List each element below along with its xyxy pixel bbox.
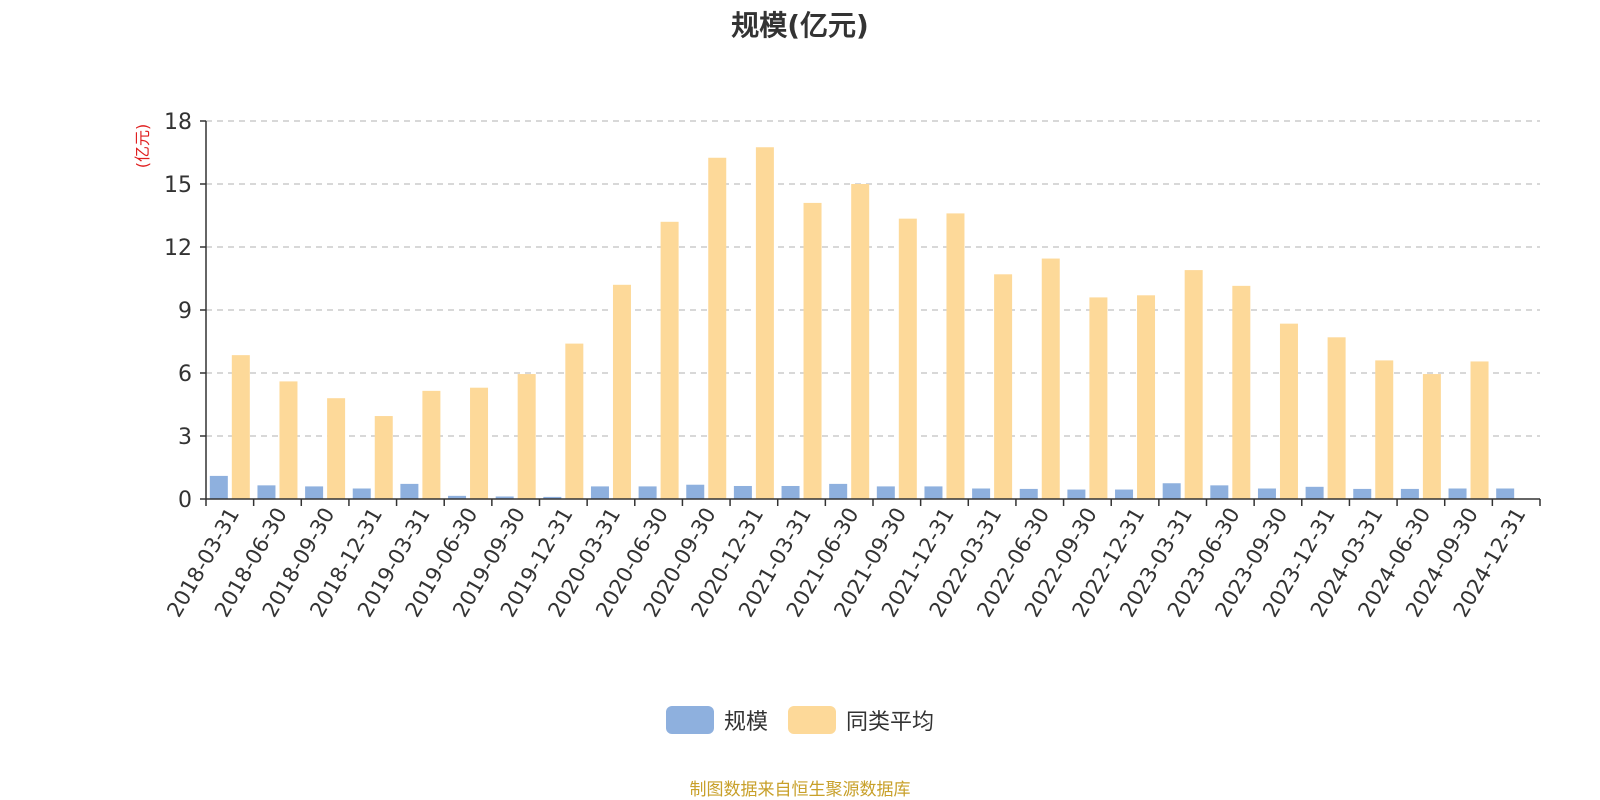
bar-scale: [400, 483, 419, 499]
bar-scale: [876, 486, 895, 499]
bar-scale: [686, 484, 705, 499]
y-tick-label: 15: [164, 173, 192, 198]
bar-peer-average: [517, 374, 536, 499]
bar-peer-average: [374, 416, 393, 499]
chart-title: 规模(亿元): [731, 9, 869, 42]
bar-peer-average: [1279, 323, 1298, 499]
bar-peer-average: [851, 184, 870, 499]
bar-scale: [448, 495, 467, 499]
bar-scale: [209, 475, 228, 499]
legend-label-peer-average: 同类平均: [846, 710, 935, 735]
bar-scale: [1353, 488, 1372, 499]
bar-scale: [1448, 488, 1467, 499]
bar-peer-average: [898, 218, 917, 499]
y-tick-label: 18: [164, 110, 192, 135]
legend-label-scale: 规模: [723, 710, 768, 735]
y-tick-label: 6: [178, 362, 192, 387]
bar-peer-average: [1422, 374, 1441, 499]
bar-peer-average: [231, 355, 250, 499]
bar-peer-average: [708, 157, 727, 499]
y-axis-label: (亿元): [133, 124, 152, 169]
bar-peer-average: [803, 202, 822, 499]
bar-peer-average: [1041, 258, 1060, 499]
source-note: 制图数据来自恒生聚源数据库: [689, 780, 911, 800]
bar-scale: [1067, 489, 1086, 499]
bar-scale: [1162, 483, 1181, 499]
bar-scale: [1210, 485, 1229, 499]
bars: [209, 147, 1515, 500]
bar-peer-average: [327, 398, 346, 499]
bar-peer-average: [1375, 360, 1394, 499]
bar-scale: [733, 485, 752, 499]
bar-scale: [1019, 488, 1038, 499]
bar-peer-average: [422, 390, 441, 499]
bar-scale: [781, 485, 800, 499]
bar-scale: [543, 496, 562, 499]
bar-scale: [924, 486, 943, 499]
bar-peer-average: [994, 274, 1013, 499]
bar-scale: [1496, 488, 1515, 499]
bar-chart: 03691215182018-03-312018-06-302018-09-30…: [133, 110, 1541, 621]
bar-scale: [305, 486, 324, 499]
y-tick-label: 0: [178, 488, 192, 513]
bar-scale: [257, 485, 276, 499]
legend-item-scale[interactable]: 规模: [665, 704, 768, 736]
bar-scale: [352, 488, 371, 499]
bar-peer-average: [755, 147, 774, 499]
bar-peer-average: [565, 343, 584, 499]
bar-peer-average: [470, 387, 489, 499]
bar-peer-average: [279, 381, 298, 499]
y-tick-label: 3: [178, 425, 192, 450]
y-tick-label: 9: [178, 299, 192, 324]
legend-swatch-scale: [665, 706, 714, 734]
bar-scale: [829, 483, 848, 499]
bar-scale: [1257, 488, 1276, 499]
bar-peer-average: [1089, 297, 1108, 499]
bar-peer-average: [660, 221, 679, 500]
legend-swatch-peer-average: [788, 706, 836, 734]
bar-scale: [1115, 489, 1134, 499]
y-tick-label: 12: [164, 236, 192, 261]
bar-peer-average: [612, 284, 631, 499]
bar-peer-average: [1184, 270, 1203, 499]
bar-peer-average: [1470, 361, 1489, 499]
bar-scale: [495, 496, 514, 499]
bar-scale: [638, 486, 657, 499]
bar-peer-average: [1232, 285, 1251, 499]
bar-scale: [590, 486, 609, 499]
legend-item-peer-average[interactable]: 同类平均: [788, 704, 934, 736]
bar-scale: [972, 488, 991, 499]
bar-peer-average: [946, 213, 965, 499]
legend: 规模 同类平均: [0, 704, 1600, 736]
bar-peer-average: [1327, 337, 1346, 499]
bar-scale: [1400, 488, 1419, 499]
bar-peer-average: [1137, 295, 1156, 499]
bar-scale: [1305, 486, 1324, 499]
